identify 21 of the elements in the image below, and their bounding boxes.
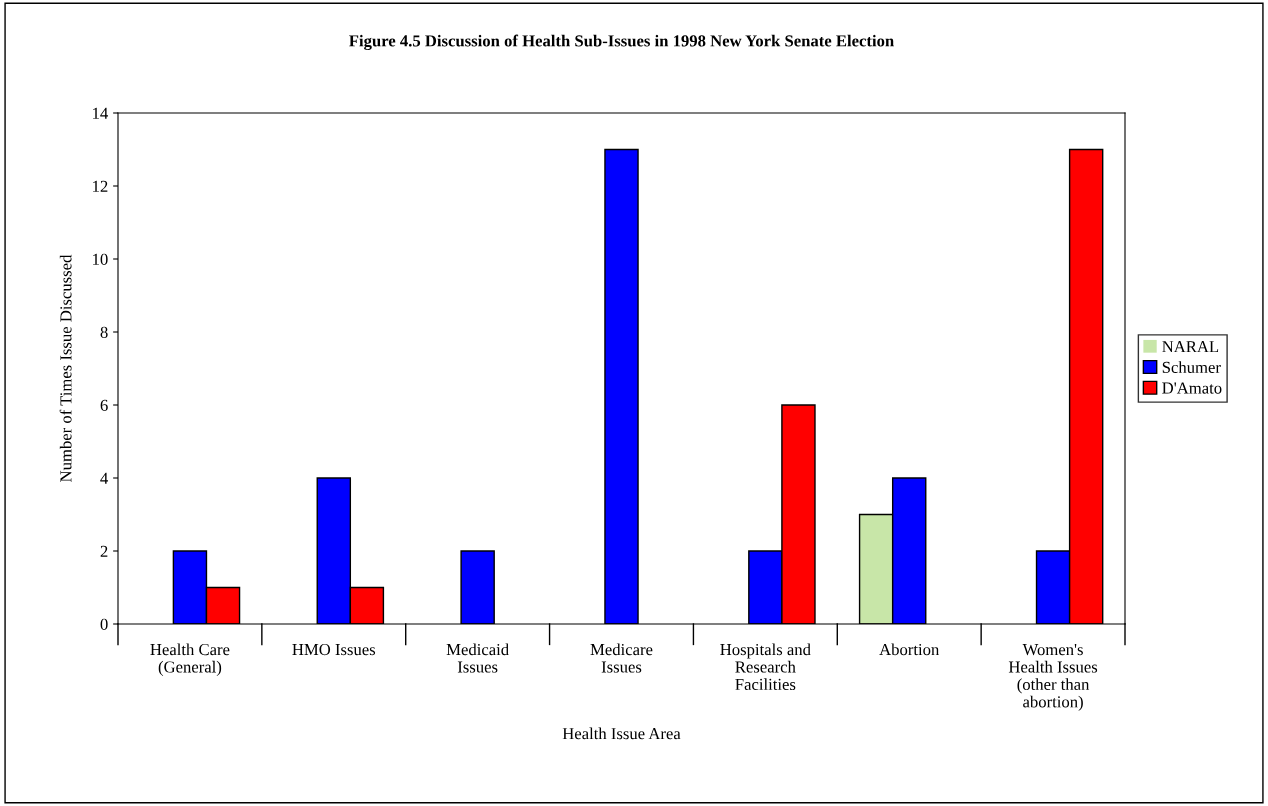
x-tick-label: Abortion: [879, 643, 940, 656]
legend-label: Schumer: [1162, 361, 1221, 373]
y-tick-label: 10: [93, 253, 108, 265]
y-tick-label: 2: [100, 545, 108, 557]
y-tick-label: 6: [100, 399, 108, 411]
x-tick-label: Medicare Issues: [590, 643, 653, 673]
y-tick-label: 8: [100, 326, 108, 338]
x-tick-label: HMO Issues: [292, 643, 376, 656]
y-tick-label: 12: [93, 180, 108, 192]
y-tick-label: 14: [93, 107, 109, 119]
x-tick-label: Women's Health Issues (other than abortion): [1008, 644, 1098, 711]
y-axis-title: Number of Times Issue Discussed: [59, 254, 72, 482]
y-tick-label: 0: [100, 618, 108, 630]
x-tick-label: Medicaid Issues: [446, 643, 509, 673]
legend-label: D'Amato: [1162, 382, 1222, 394]
chart-title: Figure 4.5 Discussion of Health Sub-Issues in 1998 New York Senate Election: [349, 34, 894, 51]
x-tick-label: Hospitals and Research Facilities: [720, 643, 811, 691]
x-axis-title: Health Issue Area: [562, 727, 681, 740]
x-tick-label: Health Care (General): [150, 643, 230, 676]
y-tick-label: 4: [100, 472, 109, 484]
legend-label: NARAL: [1162, 341, 1219, 353]
